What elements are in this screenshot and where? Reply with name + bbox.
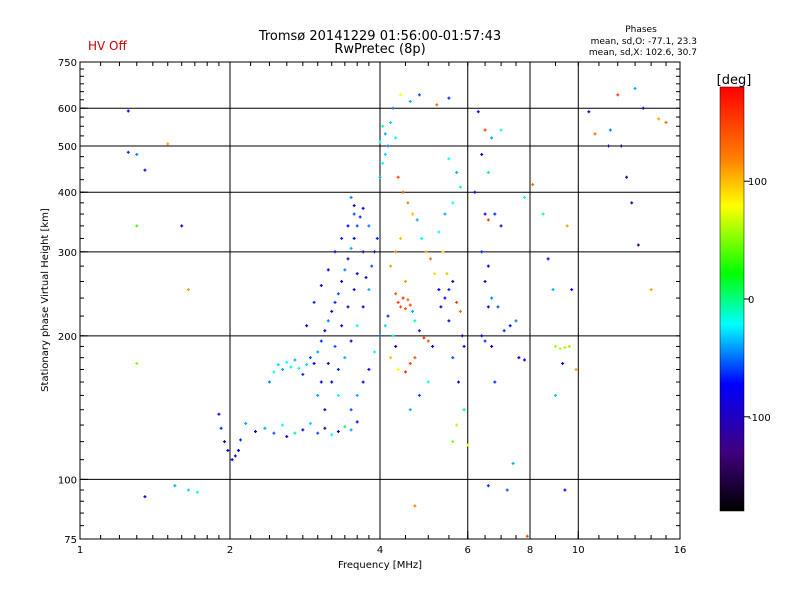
x-tick-label: 2 — [227, 545, 233, 556]
y-tick-label: 300 — [58, 248, 77, 259]
y-tick-label: 75 — [64, 535, 77, 546]
colorbar-tick-label: -100 — [748, 413, 771, 424]
y-tick-label: 750 — [58, 58, 77, 69]
x-tick-label: 8 — [527, 545, 533, 556]
status-label: HV Off — [88, 39, 127, 53]
y-axis-label: Stationary phase Virtual Height [km] — [40, 208, 51, 392]
colorbar-tick-label: 100 — [748, 177, 767, 188]
stats-x-mode: mean, sd,X: 102.6, 30.7 — [589, 48, 697, 58]
chart-subtitle: RwPretec (8p) — [334, 42, 425, 57]
colorbar-ticks: 100 0 -100 — [744, 177, 771, 424]
y-tick-label: 600 — [58, 104, 77, 115]
y-tick-label: 100 — [58, 475, 77, 486]
x-axis-label: Frequency [MHz] — [338, 560, 422, 571]
x-tick-label: 10 — [572, 545, 585, 556]
stats-o-mode: mean, sd,O: -77.1, 23.3 — [591, 37, 697, 47]
y-tick-label: 400 — [58, 188, 77, 199]
x-tick-label: 6 — [465, 545, 471, 556]
x-tick-label: 16 — [674, 545, 687, 556]
colorbar — [719, 86, 745, 512]
x-tick-label: 1 — [77, 545, 83, 556]
plot-grid — [80, 62, 680, 539]
colorbar-label: [deg] — [717, 73, 752, 88]
scatter-points — [126, 86, 668, 538]
y-tick-label: 500 — [58, 142, 77, 153]
chart-title: Tromsø 20141229 01:56:00-01:57:43 — [258, 29, 501, 44]
y-tick-label: 200 — [58, 332, 77, 343]
stats-title: Phases — [625, 25, 657, 35]
y-axis-ticks: 75 100 200 300 400 500 600 750 — [58, 58, 680, 546]
x-tick-label: 4 — [377, 545, 383, 556]
x-axis-ticks: 1 2 4 6 8 10 16 — [77, 62, 687, 556]
colorbar-tick-label: 0 — [748, 295, 754, 306]
